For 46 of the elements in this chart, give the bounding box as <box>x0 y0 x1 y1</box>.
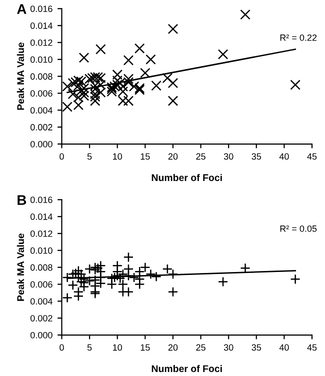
x-axis-title: Number of Foci <box>152 364 222 372</box>
x-axis-title: Number of Foci <box>152 174 222 182</box>
x-tick-label: 35 <box>252 344 262 351</box>
chart-title: B <box>18 195 26 205</box>
x-tick-label: 5 <box>87 344 92 351</box>
y-tick-label: 0.000 <box>30 332 52 338</box>
x-tick-label: 25 <box>196 153 206 160</box>
x-tick-label: 45 <box>307 344 317 351</box>
y-axis-title: Peak MA Value <box>16 42 24 110</box>
y-tick-label: 0.002 <box>30 124 52 130</box>
annotation: R² = 0.05 <box>280 225 317 232</box>
x-tick-label: 40 <box>279 344 289 351</box>
y-tick-label: 0.006 <box>30 281 52 288</box>
y-tick-label: 0.014 <box>30 214 52 220</box>
x-tick-label: 30 <box>224 153 234 160</box>
y-tick-label: 0.008 <box>30 73 52 80</box>
x-tick-label: 10 <box>113 344 122 351</box>
x-tick-label: 45 <box>307 153 317 160</box>
y-tick-label: 0.016 <box>30 6 52 12</box>
x-tick-label: 30 <box>224 344 234 351</box>
x-tick-label: 10 <box>113 153 122 160</box>
x-tick-label: 5 <box>87 153 92 160</box>
y-tick-label: 0.008 <box>30 264 52 271</box>
y-tick-label: 0.012 <box>30 230 52 237</box>
chart-title: A <box>17 4 26 14</box>
y-axis-title: Peak MA Value <box>16 234 24 301</box>
y-tick-label: 0.012 <box>30 39 52 46</box>
x-tick-label: 15 <box>140 344 150 351</box>
y-tick-label: 0.004 <box>30 298 52 305</box>
x-tick-label: 20 <box>168 153 178 160</box>
y-tick-label: 0.004 <box>30 107 52 114</box>
x-tick-label: 25 <box>196 344 206 351</box>
y-tick-label: 0.006 <box>30 90 52 97</box>
x-tick-label: 0 <box>60 153 64 160</box>
y-tick-label: 0.014 <box>30 22 52 29</box>
y-tick-label: 0.002 <box>30 315 52 322</box>
y-tick-label: 0.010 <box>30 56 52 63</box>
annotation: R² = 0.22 <box>280 34 317 41</box>
y-tick-label: 0.000 <box>30 140 52 148</box>
x-tick-label: 15 <box>140 153 150 160</box>
y-tick-label: 0.016 <box>30 196 52 204</box>
x-tick-label: 35 <box>252 153 262 160</box>
y-tick-label: 0.010 <box>30 247 52 254</box>
x-tick-label: 0 <box>60 344 64 351</box>
x-tick-label: 20 <box>168 344 178 351</box>
x-tick-label: 40 <box>279 153 289 160</box>
